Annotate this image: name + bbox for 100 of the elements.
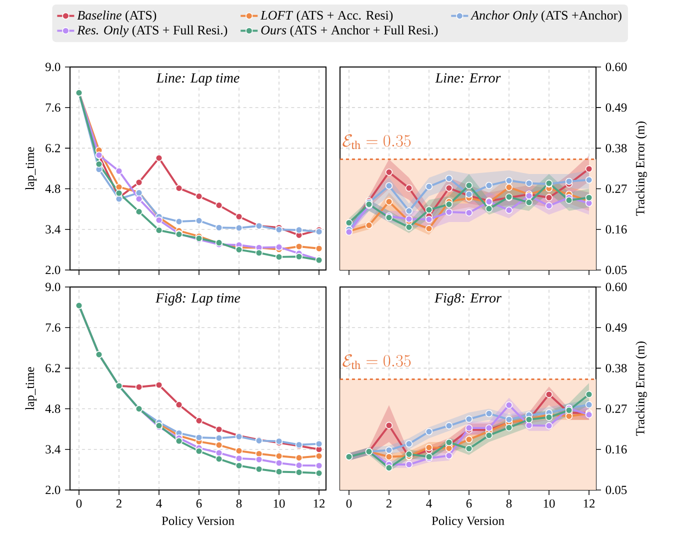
point — [275, 452, 283, 460]
chart-title: Line: Error — [435, 73, 501, 83]
ref-line-label: $\mathcal{E}_{\mathrm{th}} = 0.35$ — [342, 354, 411, 370]
point — [135, 208, 143, 216]
point — [155, 226, 163, 234]
point — [295, 468, 303, 476]
point — [425, 206, 433, 214]
point — [295, 253, 303, 260]
y-tick-label: 3.4 — [46, 225, 60, 234]
chart-title: Line: Lap time — [156, 73, 240, 86]
legend-label: LOFT (ATS + Acc. Resi) — [260, 10, 393, 22]
point — [405, 184, 413, 192]
legend-label: Res. Only (ATS + Full Resi.) — [77, 25, 228, 38]
point — [295, 226, 303, 234]
point — [115, 190, 123, 197]
point — [195, 192, 203, 200]
point — [215, 434, 223, 442]
point — [235, 454, 243, 462]
point — [585, 390, 593, 398]
x-tick-label: 2 — [386, 499, 392, 508]
point — [465, 209, 473, 216]
point — [235, 224, 243, 232]
x-tick-label: 6 — [466, 499, 472, 508]
point — [405, 215, 413, 223]
x-axis-title: Policy Version — [162, 516, 234, 528]
point — [485, 432, 493, 439]
point — [255, 249, 263, 256]
point — [175, 437, 183, 445]
point — [425, 182, 433, 190]
y-tick-label: 9.0 — [46, 282, 60, 292]
y-tick-label: 7.6 — [46, 323, 60, 332]
point — [405, 440, 413, 448]
point — [405, 460, 413, 468]
y-axis-title: Tracking Error (m) — [636, 342, 647, 436]
point — [525, 422, 533, 429]
x-tick-label: 4 — [156, 499, 162, 508]
y-tick-label: 0.49 — [606, 323, 627, 332]
point — [545, 422, 553, 430]
point — [235, 447, 243, 454]
y-tick-label: 0.27 — [606, 404, 627, 414]
point — [585, 165, 593, 172]
point — [95, 160, 103, 168]
y-tick-label: 6.2 — [46, 364, 60, 372]
point — [315, 452, 323, 460]
y-tick-label: 0.05 — [606, 266, 627, 274]
point — [545, 202, 553, 210]
point — [525, 180, 533, 187]
point — [505, 177, 513, 184]
point — [485, 182, 493, 190]
point — [295, 454, 303, 462]
y-tick-label: 0.38 — [606, 144, 627, 152]
chart-title: Fig8: Lap time — [156, 293, 240, 306]
y-tick-label: 0.38 — [606, 364, 627, 372]
legend-label: Ours (ATS + Anchor + Full Resi.) — [261, 25, 438, 38]
point — [545, 194, 553, 202]
x-tick-label: 4 — [426, 499, 432, 508]
point — [505, 184, 513, 191]
x-axis-title: Policy Version — [432, 516, 504, 528]
point — [255, 450, 263, 458]
point — [385, 198, 393, 206]
point — [485, 410, 493, 418]
point — [385, 422, 393, 429]
x-tick-label: 0 — [346, 499, 352, 508]
point — [275, 243, 283, 251]
y-tick-label: 3.4 — [46, 445, 60, 454]
point — [465, 436, 473, 444]
x-tick-label: 0 — [76, 499, 82, 508]
point — [275, 468, 283, 476]
point — [195, 217, 203, 224]
x-tick-label: 10 — [274, 499, 285, 508]
point — [485, 205, 493, 212]
point — [295, 462, 303, 469]
point — [175, 184, 183, 192]
point — [425, 444, 433, 452]
point — [195, 448, 203, 455]
y-tick-label: 0.60 — [606, 62, 627, 72]
y-tick-label: 6.2 — [46, 144, 60, 152]
point — [445, 174, 453, 182]
point — [215, 224, 223, 232]
y-tick-label: 0.60 — [606, 282, 627, 292]
x-tick-label: 12 — [584, 499, 595, 508]
y-tick-label: 2.0 — [46, 486, 60, 494]
y-axis-title: lap_time — [25, 367, 37, 410]
point — [465, 445, 473, 452]
point — [385, 182, 393, 190]
point — [115, 168, 123, 175]
point — [175, 401, 183, 408]
point — [445, 200, 453, 208]
point — [315, 462, 323, 470]
point — [465, 416, 473, 423]
point — [195, 417, 203, 424]
chart-title: Fig8: Error — [434, 293, 502, 306]
y-tick-label: 4.8 — [45, 404, 60, 414]
point — [155, 154, 163, 162]
y-tick-label: 9.0 — [46, 62, 60, 72]
point — [215, 449, 223, 456]
y-tick-label: 7.6 — [46, 103, 60, 112]
point — [445, 438, 453, 446]
x-tick-label: 8 — [506, 499, 512, 508]
point — [385, 464, 393, 472]
